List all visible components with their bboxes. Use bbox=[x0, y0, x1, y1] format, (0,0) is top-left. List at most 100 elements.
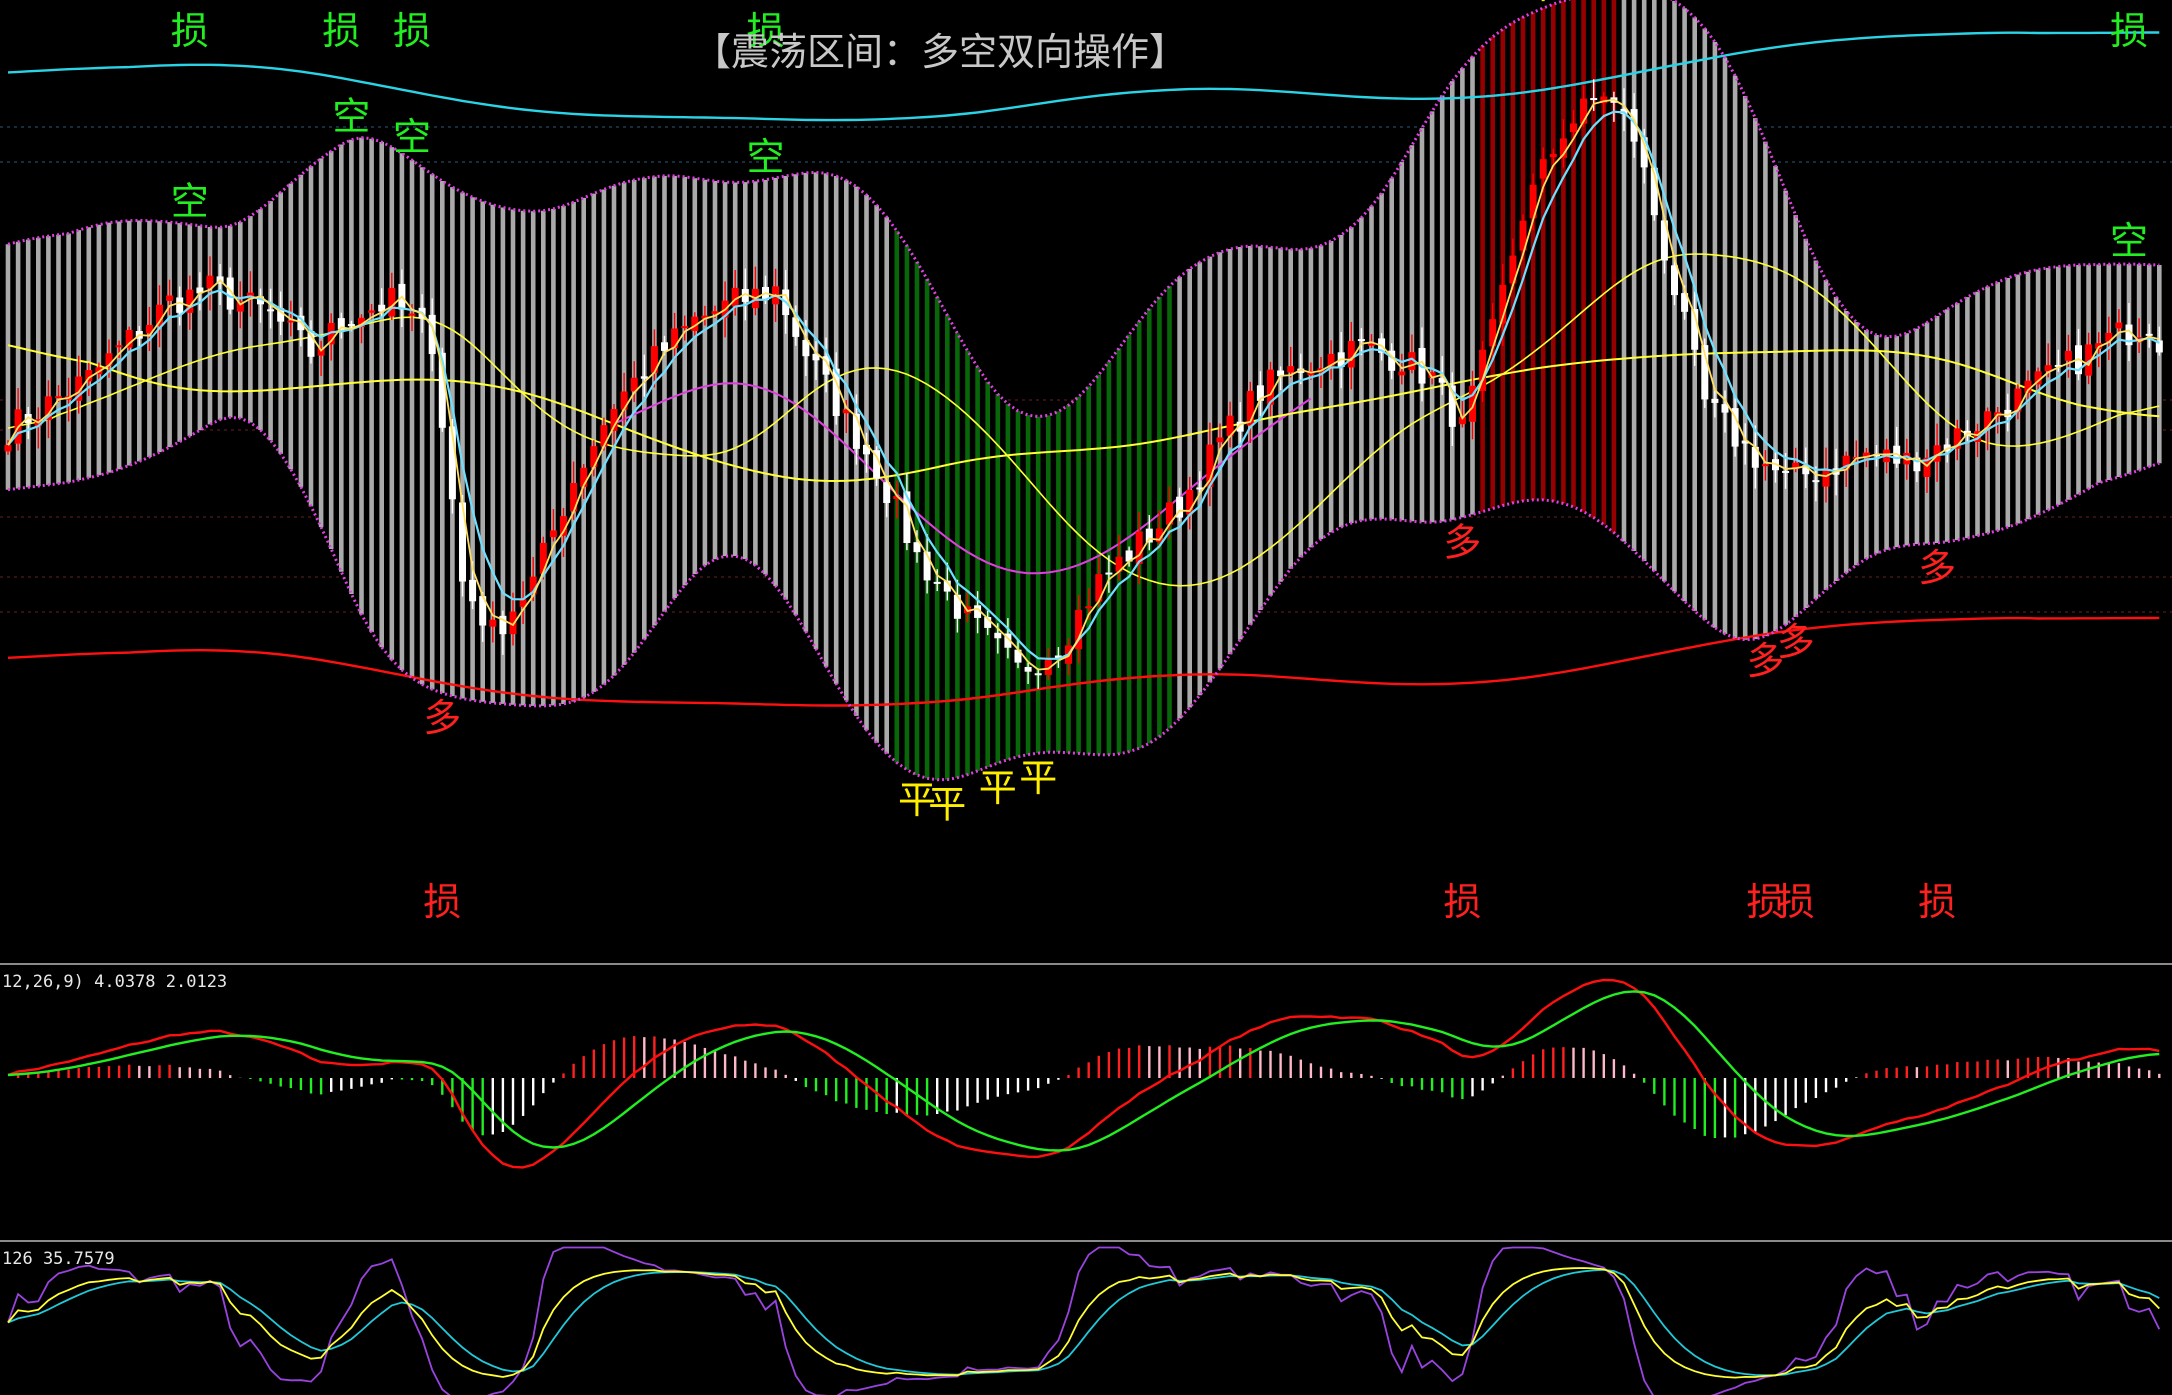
candle[interactable] bbox=[358, 314, 365, 344]
candle[interactable] bbox=[590, 440, 598, 477]
candle[interactable] bbox=[1630, 93, 1638, 158]
candle[interactable] bbox=[1408, 334, 1416, 374]
candle[interactable] bbox=[1044, 647, 1052, 681]
candle[interactable] bbox=[984, 610, 992, 636]
candle[interactable] bbox=[2145, 323, 2153, 348]
candle[interactable] bbox=[1953, 419, 1961, 461]
candle[interactable] bbox=[933, 569, 941, 592]
candle[interactable] bbox=[1176, 487, 1184, 522]
candle[interactable] bbox=[1812, 466, 1820, 502]
candle[interactable] bbox=[2105, 316, 2113, 361]
candle[interactable] bbox=[125, 326, 133, 351]
candle[interactable] bbox=[277, 291, 285, 336]
candle[interactable] bbox=[2115, 309, 2123, 332]
candle[interactable] bbox=[1186, 476, 1194, 530]
candle[interactable] bbox=[1095, 557, 1103, 608]
candle[interactable] bbox=[1761, 450, 1769, 481]
candle[interactable] bbox=[1196, 471, 1204, 494]
candle[interactable] bbox=[1600, 92, 1608, 119]
candle[interactable] bbox=[1549, 148, 1557, 164]
candle[interactable] bbox=[1458, 398, 1466, 428]
candle[interactable] bbox=[2004, 393, 2012, 432]
candle[interactable] bbox=[2155, 326, 2163, 356]
candle[interactable] bbox=[1075, 595, 1083, 664]
candle[interactable] bbox=[1216, 423, 1224, 450]
candle[interactable] bbox=[156, 285, 163, 348]
candle[interactable] bbox=[1054, 647, 1062, 668]
candle[interactable] bbox=[1287, 346, 1295, 378]
candle[interactable] bbox=[85, 362, 93, 397]
candle[interactable] bbox=[24, 406, 32, 440]
candle[interactable] bbox=[812, 341, 820, 381]
candle[interactable] bbox=[1721, 390, 1729, 433]
candle[interactable] bbox=[1155, 510, 1163, 549]
candle[interactable] bbox=[428, 298, 436, 372]
candle[interactable] bbox=[1277, 366, 1285, 391]
candle[interactable] bbox=[903, 472, 911, 551]
candle[interactable] bbox=[1741, 423, 1749, 465]
candle[interactable] bbox=[1731, 397, 1739, 457]
candle[interactable] bbox=[640, 354, 648, 397]
candle[interactable] bbox=[519, 581, 527, 624]
candle[interactable] bbox=[1570, 109, 1577, 138]
candle[interactable] bbox=[1125, 546, 1133, 567]
candle[interactable] bbox=[2014, 384, 2022, 420]
candle[interactable] bbox=[2034, 367, 2042, 391]
candle[interactable] bbox=[489, 601, 497, 643]
candle[interactable] bbox=[1267, 361, 1274, 417]
candle[interactable] bbox=[1923, 449, 1931, 493]
candle[interactable] bbox=[620, 372, 628, 427]
price-panel[interactable]: 损损损损损空空空空空平平平平平多多多多多损损损损损 【震荡区间：多空双向操作】 bbox=[0, 0, 2172, 924]
candle[interactable] bbox=[2085, 332, 2093, 385]
candle[interactable] bbox=[1014, 638, 1022, 669]
candle[interactable] bbox=[1559, 119, 1567, 168]
candle[interactable] bbox=[44, 380, 52, 439]
candle[interactable] bbox=[1751, 425, 1759, 489]
candle[interactable] bbox=[1691, 291, 1699, 366]
candle[interactable] bbox=[1479, 341, 1487, 402]
candle[interactable] bbox=[701, 305, 709, 326]
candle[interactable] bbox=[1822, 447, 1830, 503]
candle[interactable] bbox=[1105, 555, 1113, 593]
candle[interactable] bbox=[1802, 447, 1810, 489]
candle[interactable] bbox=[206, 256, 214, 311]
candle[interactable] bbox=[75, 355, 83, 414]
candle[interactable] bbox=[186, 275, 194, 330]
candle[interactable] bbox=[1933, 423, 1941, 482]
candle[interactable] bbox=[1024, 662, 1032, 684]
candle[interactable] bbox=[691, 312, 699, 336]
candle[interactable] bbox=[873, 446, 881, 486]
candle[interactable] bbox=[1489, 303, 1497, 362]
kdj-panel[interactable]: 126 35.7579 bbox=[2, 1246, 2161, 1395]
candle[interactable] bbox=[1246, 381, 1254, 443]
candle[interactable] bbox=[1347, 321, 1355, 390]
candle[interactable] bbox=[1509, 238, 1517, 290]
candle[interactable] bbox=[923, 534, 931, 594]
candle[interactable] bbox=[115, 340, 123, 359]
candle[interactable] bbox=[1590, 79, 1598, 111]
candle[interactable] bbox=[307, 320, 315, 364]
candle[interactable] bbox=[1711, 387, 1719, 418]
candle[interactable] bbox=[1256, 371, 1264, 416]
candle[interactable] bbox=[1701, 338, 1709, 408]
candle[interactable] bbox=[1660, 216, 1668, 274]
candle[interactable] bbox=[1974, 423, 1981, 458]
candle[interactable] bbox=[2024, 370, 2032, 403]
candle[interactable] bbox=[1671, 257, 1678, 306]
candle[interactable] bbox=[257, 288, 264, 323]
candle[interactable] bbox=[1448, 372, 1456, 446]
candle[interactable] bbox=[337, 312, 345, 339]
candle[interactable] bbox=[1357, 328, 1365, 356]
candle[interactable] bbox=[1145, 515, 1153, 551]
candle[interactable] bbox=[1327, 340, 1335, 380]
candle[interactable] bbox=[2064, 334, 2072, 378]
candle[interactable] bbox=[1226, 401, 1234, 448]
candle[interactable] bbox=[580, 464, 588, 499]
candle[interactable] bbox=[1115, 535, 1123, 581]
candle[interactable] bbox=[1388, 343, 1396, 380]
candle[interactable] bbox=[267, 288, 275, 329]
candle[interactable] bbox=[479, 591, 487, 642]
candle[interactable] bbox=[509, 592, 517, 646]
candle[interactable] bbox=[388, 272, 396, 320]
candle[interactable] bbox=[317, 340, 325, 377]
